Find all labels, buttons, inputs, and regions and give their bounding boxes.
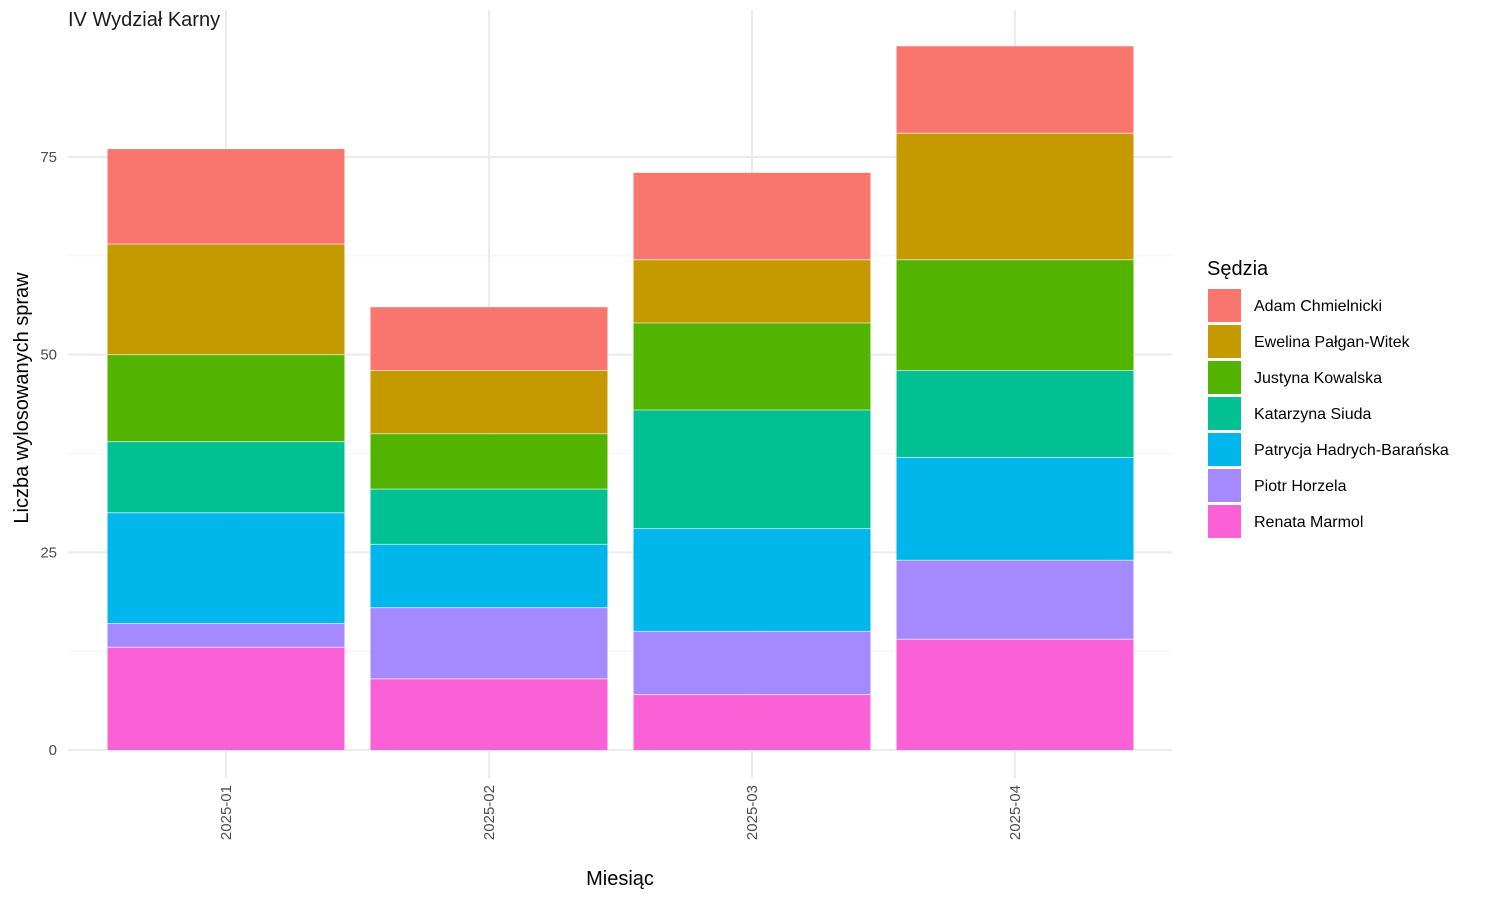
bar-segment <box>107 354 345 442</box>
bar-segment <box>633 528 871 632</box>
bar-segment <box>107 512 345 624</box>
y-tick-label: 25 <box>40 544 57 561</box>
y-tick-label: 0 <box>49 742 57 759</box>
bar-segment <box>107 647 345 750</box>
bar-segment <box>370 607 608 679</box>
y-tick-label: 50 <box>40 347 57 364</box>
legend-swatch <box>1208 325 1241 358</box>
x-tick-label: 2025-02 <box>481 785 498 840</box>
facet-label: IV Wydział Karny <box>68 9 220 31</box>
bar-segment <box>633 172 871 260</box>
bar-segment <box>370 489 608 545</box>
x-tick-label: 2025-04 <box>1007 785 1024 840</box>
bar-segment <box>896 133 1134 260</box>
legend-label: Justyna Kowalska <box>1254 370 1382 387</box>
legend-label: Ewelina Pałgan-Witek <box>1254 334 1411 351</box>
legend-label: Adam Chmielnicki <box>1254 298 1382 315</box>
axis-tick-labels: 0 25 50 75 2025-01 2025-02 2025-03 2025-04 <box>40 149 1024 840</box>
legend-label: Renata Marmol <box>1254 514 1363 531</box>
legend-title: Sędzia <box>1207 258 1269 280</box>
bars <box>107 46 1134 750</box>
legend-swatch <box>1208 397 1241 430</box>
legend: Sędzia Adam Chmielnicki Ewelina Pałgan-Wi… <box>1207 258 1449 538</box>
bar-segment <box>896 457 1134 561</box>
bar-segment <box>370 678 608 750</box>
legend-label: Katarzyna Siuda <box>1254 406 1372 423</box>
bar-segment <box>107 441 345 513</box>
legend-swatch <box>1208 289 1241 322</box>
x-tick-label: 2025-01 <box>218 785 235 840</box>
bar-segment <box>896 46 1134 134</box>
bar-segment <box>370 544 608 608</box>
x-tick-label: 2025-03 <box>744 785 761 840</box>
legend-label: Piotr Horzela <box>1254 478 1347 495</box>
bar-segment <box>633 694 871 750</box>
bar-segment <box>896 259 1134 371</box>
legend-swatch <box>1208 361 1241 394</box>
bar-segment <box>107 149 345 244</box>
legend-swatch <box>1208 433 1241 466</box>
y-axis-title: Liczba wylosowanych spraw <box>11 272 33 524</box>
legend-label: Patrycja Hadrych-Barańska <box>1254 442 1449 459</box>
bar-segment <box>107 623 345 648</box>
bar-segment <box>370 307 608 371</box>
y-tick-label: 75 <box>40 149 57 166</box>
bar-segment <box>633 631 871 695</box>
bar-segment <box>633 259 871 324</box>
bar-segment <box>896 370 1134 458</box>
bar-segment <box>370 370 608 434</box>
bar-segment <box>896 560 1134 640</box>
bar-segment <box>633 409 871 529</box>
bar-segment <box>896 639 1134 750</box>
legend-swatch <box>1208 469 1241 502</box>
legend-swatch <box>1208 505 1241 538</box>
bar-segment <box>107 243 345 355</box>
x-axis-title: Miesiąc <box>586 868 654 890</box>
bar-segment <box>370 433 608 490</box>
bar-segment <box>633 323 871 410</box>
